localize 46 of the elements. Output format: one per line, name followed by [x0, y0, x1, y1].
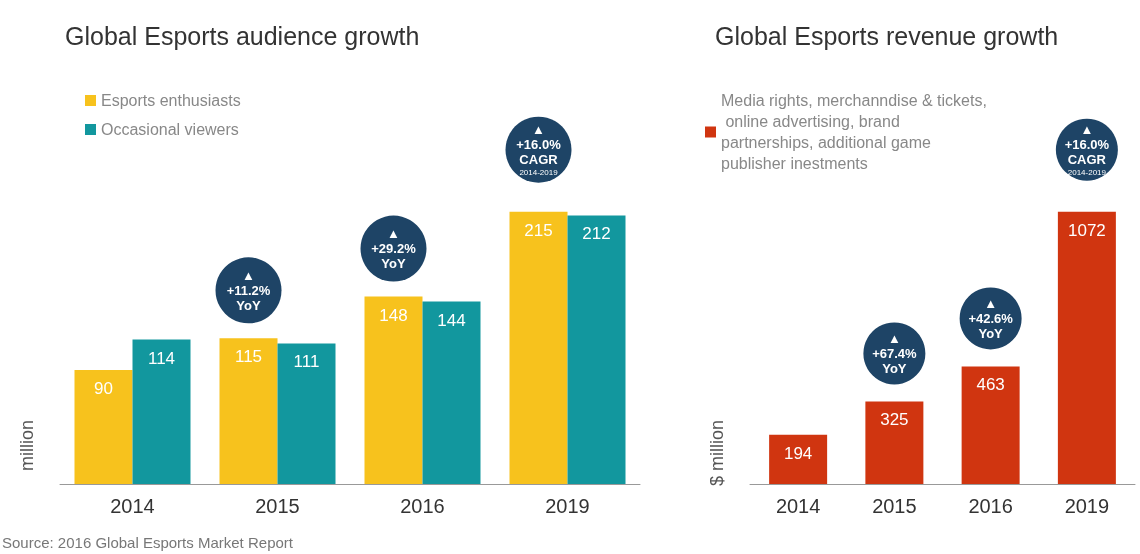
data-label: 115 — [234, 347, 263, 367]
data-label: 463 — [976, 375, 1005, 395]
source-note: Source: 2016 Global Esports Market Report — [2, 534, 294, 551]
bar — [132, 339, 191, 484]
legend-label: Media rights, merchanndise & tickets, online advertising, brand partnerships, additional game publisher inestments — [721, 92, 987, 172]
bar — [961, 366, 1020, 484]
data-label: 148 — [379, 305, 408, 325]
bar — [865, 401, 924, 484]
bar — [1057, 211, 1116, 484]
data-label: 212 — [582, 224, 611, 244]
chart-title: Global Esports revenue growth — [715, 21, 1059, 50]
data-label: 215 — [524, 220, 553, 240]
bar — [277, 343, 336, 484]
annotation: ▲ +29.2% YoY — [371, 226, 417, 272]
legend-label: Esports enthusiasts — [101, 92, 241, 109]
bar — [74, 370, 133, 484]
bar — [509, 211, 568, 484]
text: ▲ +16.0% CAGR 2014-2019 — [516, 122, 562, 177]
bar — [567, 215, 626, 484]
annotation: ▲ +11.2% YoY — [226, 267, 271, 313]
data-label: 1072 — [1067, 220, 1106, 240]
annotation: ▲ +67.4% YoY — [872, 330, 918, 376]
y-axis-title: $ million — [707, 419, 727, 487]
data-label: 111 — [293, 352, 320, 372]
legend-label: Occasional viewers — [101, 121, 239, 138]
x-tick-label: 2016 — [400, 495, 445, 517]
x-tick-label: 2019 — [1064, 495, 1110, 517]
bar — [219, 338, 278, 484]
x-tick-label: 2014 — [110, 495, 155, 517]
bar — [769, 434, 828, 484]
text: ▲ +16.0% CAGR 2014-2019 — [1064, 122, 1110, 177]
annotation: ▲ +42.6% YoY — [968, 295, 1014, 341]
data-label: 90 — [94, 379, 113, 399]
bar — [364, 296, 423, 484]
x-tick-label: 2015 — [255, 495, 300, 517]
y-axis-title: million — [17, 420, 37, 472]
chart-title: Global Esports audience growth — [65, 21, 420, 50]
x-tick-label: 2014 — [775, 495, 821, 517]
x-tick-label: 2015 — [872, 495, 917, 517]
bar — [422, 301, 481, 484]
data-label: 144 — [437, 310, 466, 330]
x-tick-label: 2019 — [545, 495, 590, 517]
x-tick-label: 2016 — [968, 495, 1013, 517]
data-label: 194 — [783, 443, 813, 463]
data-label: 114 — [147, 348, 176, 368]
data-label: 325 — [880, 410, 909, 430]
